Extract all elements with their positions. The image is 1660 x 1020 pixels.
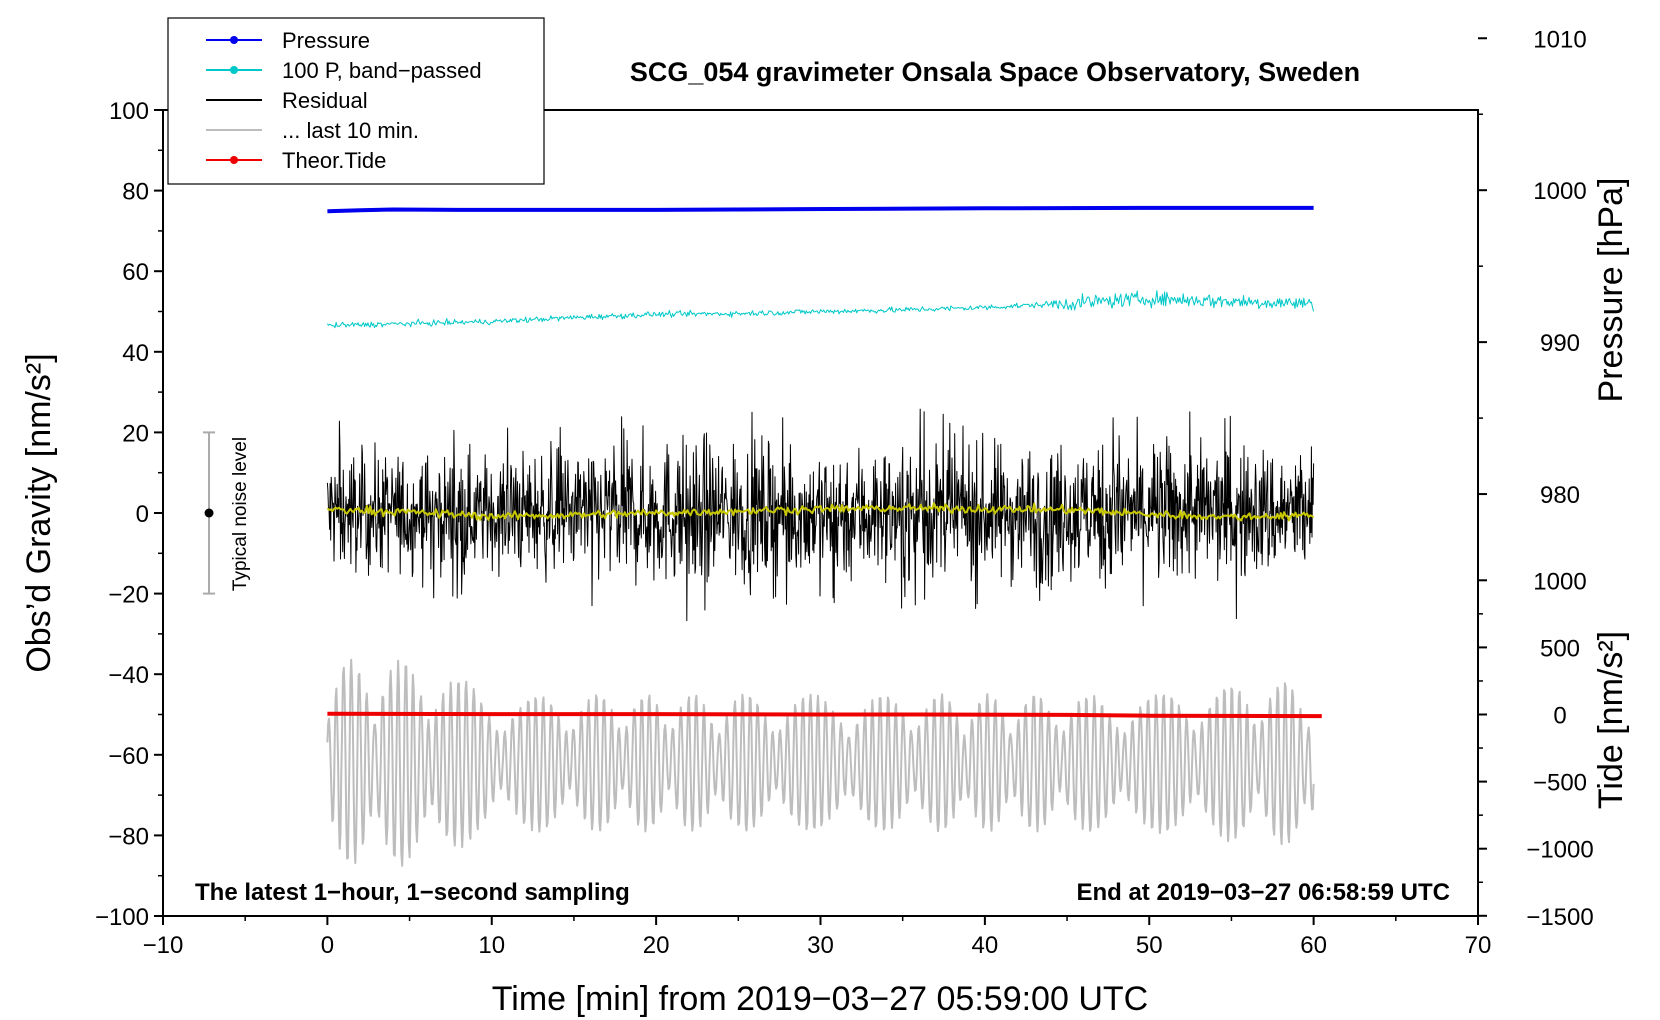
series-last-10-min (326, 658, 1315, 867)
annotation-end-time: End at 2019−03−27 06:58:59 UTC (1076, 879, 1450, 906)
x-tick-label: 40 (972, 932, 999, 959)
chart-title: SCG_054 gravimeter Onsala Space Observat… (630, 57, 1360, 87)
x-tick-label: −10 (143, 932, 184, 959)
y-tick-label: 40 (122, 340, 149, 367)
y-tick-label: 0 (136, 501, 149, 528)
series-theor-tide (327, 711, 1322, 719)
axis-ticks: −10 0 10 20 30 40 50 60 70−100−80−60−40−20020406… (95, 26, 1594, 959)
noise-level-label: Typical noise level (230, 437, 251, 591)
noise-level-bar (203, 431, 216, 595)
annotation-latest-hour: The latest 1−hour, 1−second sampling (195, 879, 630, 906)
x-tick-label: 0 (321, 932, 334, 959)
tide-tick-label: −500 (1533, 770, 1587, 797)
legend-entries: Pressure 100 P, band−passed Residual ... la… (206, 28, 482, 173)
legend-marker (230, 36, 238, 44)
pressure-tick-label: 1010 (1533, 26, 1586, 53)
y-axis-title-pressure: Pressure [hPa] (1592, 178, 1630, 403)
y-tick-label: −40 (108, 662, 149, 689)
pressure-tick-label: 980 (1540, 482, 1580, 509)
legend-label: ... last 10 min. (282, 118, 419, 143)
legend-marker (230, 66, 238, 74)
y-axis-title-gravity: Obs’d Gravity [nm/s²] (20, 353, 58, 672)
y-tick-label: −60 (108, 743, 149, 770)
tide-tick-label: −1500 (1526, 904, 1593, 931)
x-tick-label: 30 (807, 932, 834, 959)
data-series (326, 205, 1322, 867)
y-axis-title-tide: Tide [nm/s²] (1592, 631, 1630, 809)
legend: Pressure 100 P, band−passed Residual ... la… (167, 17, 545, 185)
series-pressure-bandpassed (326, 290, 1315, 329)
y-tick-label: 100 (109, 98, 149, 125)
pressure-tick-label: 990 (1540, 330, 1580, 357)
y-tick-label: 20 (122, 420, 149, 447)
pressure-tick-label: 1000 (1533, 178, 1586, 205)
tide-tick-label: 500 (1540, 635, 1580, 662)
series-pressure (327, 205, 1314, 214)
y-tick-label: −80 (108, 823, 149, 850)
series-residual (326, 408, 1315, 622)
x-tick-label: 10 (478, 932, 505, 959)
tide-tick-label: 1000 (1533, 568, 1586, 595)
legend-label: Residual (282, 88, 368, 113)
legend-marker (230, 156, 238, 164)
x-tick-label: 20 (643, 932, 670, 959)
series-residual-smoothed (326, 502, 1315, 522)
x-tick-label: 50 (1136, 932, 1163, 959)
y-tick-label: 80 (122, 179, 149, 206)
noise-bar-center-dot (204, 508, 214, 518)
legend-label: 100 P, band−passed (282, 58, 482, 83)
x-tick-label: 60 (1300, 932, 1327, 959)
y-tick-label: 60 (122, 259, 149, 286)
legend-label: Pressure (282, 28, 370, 53)
y-tick-label: −20 (108, 582, 149, 609)
x-tick-label: 70 (1465, 932, 1492, 959)
legend-label: Theor.Tide (282, 148, 386, 173)
tide-tick-label: 0 (1553, 703, 1566, 730)
x-axis-title: Time [min] from 2019−03−27 05:59:00 UTC (492, 980, 1148, 1018)
tide-tick-label: −1000 (1526, 837, 1593, 864)
y-tick-label: −100 (95, 904, 149, 931)
